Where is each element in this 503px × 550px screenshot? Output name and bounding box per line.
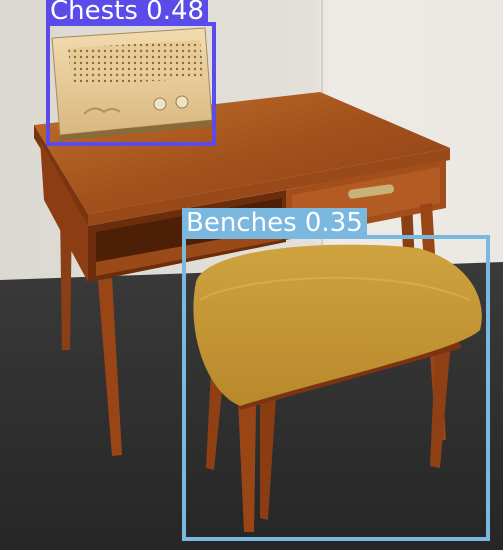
detection-label-chests: Chests 0.48	[46, 0, 209, 26]
detection-box-chests	[46, 22, 216, 146]
detection-label-benches: Benches 0.35	[182, 208, 367, 238]
detection-box-benches	[182, 235, 490, 541]
